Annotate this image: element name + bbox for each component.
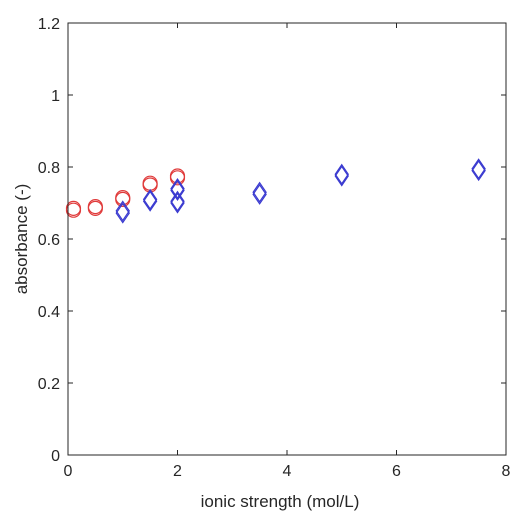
diamond-data-point [170,178,185,200]
diamond-data-point [170,190,185,212]
y-tick-label: 0.8 [38,160,60,177]
x-tick-label: 6 [392,463,401,480]
y-axis-label: absorbance (-) [12,184,31,295]
x-axis-label: ionic strength (mol/L) [201,492,360,511]
diamond-data-point [115,200,130,222]
circle-data-point [169,170,186,186]
x-tick-label: 4 [283,463,292,480]
x-tick-label: 8 [502,463,511,480]
diamond-data-point [170,192,185,214]
diamond-data-point [471,158,486,180]
diamond-data-point [142,190,158,212]
diamond-data-point [170,179,185,201]
diamond-data-point [252,183,267,205]
diamond-data-point [471,160,486,182]
diamond-data-point [115,202,130,224]
y-tick-label: 0.6 [38,232,60,249]
axis-ticks: 0 2 4 6 8 0 0.2 0.4 0.6 0.8 1 1.2 [38,16,511,480]
y-tick-label: 0.4 [38,304,60,321]
y-tick-label: 1 [51,88,60,105]
x-tick-label: 2 [173,463,182,480]
plot-background [68,23,506,455]
data-marks [65,158,486,224]
diamond-data-point [252,181,267,203]
circle-data-point [65,202,82,218]
diamond-data-point [334,163,349,185]
y-tick-label: 0.2 [38,376,60,393]
x-tick-label: 0 [64,463,73,480]
diamond-data-point [142,188,158,210]
circle-data-point [87,200,103,216]
y-tick-label: 1.2 [38,16,60,33]
circle-data-point [115,191,131,207]
y-tick-label: 0 [51,448,60,465]
diamond-data-point [334,165,349,187]
